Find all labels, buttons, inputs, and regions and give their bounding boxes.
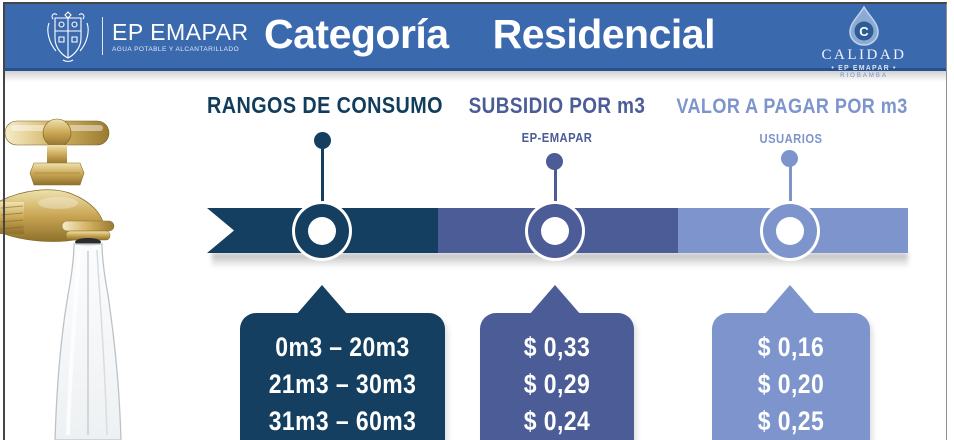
logo-divider	[102, 17, 103, 55]
title-word-1: Categoría	[264, 11, 449, 57]
calidad-label: CALIDAD	[821, 47, 907, 63]
connector-line-rangos	[321, 141, 324, 205]
connector-dot-valor	[781, 150, 798, 167]
value-box-rangos: 0m3 – 20m3 21m3 – 30m3 31m3 – 60m3	[240, 285, 445, 440]
column-subheader-ep-emapar: EP-EMAPAR	[521, 131, 593, 145]
brand-tagline: AGUA POTABLE Y ALCANTARILLADO	[112, 45, 240, 53]
connector-line-valor	[789, 159, 792, 205]
value-box-subsidio: $ 0,33 $ 0,29 $ 0,24	[480, 285, 634, 440]
price-row: $ 0,25	[757, 406, 825, 436]
header-bar: EP EMAPAR AGUA POTABLE Y ALCANTARILLADO …	[5, 4, 946, 79]
ribbon-marker-rangos	[295, 204, 349, 258]
ribbon-marker-valor	[763, 204, 817, 258]
calidad-subname: • EP EMAPAR •	[831, 65, 897, 72]
connector-line-subsidio	[554, 162, 557, 205]
range-row: 0m3 – 20m3	[275, 332, 410, 362]
connector-dot-rangos	[314, 132, 331, 149]
title-word-2: Residencial	[492, 11, 716, 57]
brand-name: EP EMAPAR	[112, 18, 249, 45]
ribbon-shadow	[212, 253, 908, 268]
price-row: $ 0,20	[757, 369, 825, 399]
header-shadow	[5, 71, 946, 82]
faucet-bottle-photo	[0, 118, 122, 440]
column-header-valor: VALOR A PAGAR POR m3	[676, 95, 908, 118]
range-row: 31m3 – 60m3	[268, 406, 417, 436]
column-header-subsidio: SUBSIDIO POR m3	[468, 93, 646, 118]
page-title: Categoría Residencial	[19, 11, 954, 58]
water-drop-icon: C	[849, 6, 879, 46]
subsidy-row: $ 0,33	[523, 332, 591, 362]
column-header-rangos: RANGOS DE CONSUMO	[207, 92, 443, 118]
municipal-crest-icon	[47, 11, 89, 63]
connector-dot-subsidio	[546, 153, 563, 170]
calidad-city: RIOBAMBA	[840, 73, 888, 79]
brand-text-block: EP EMAPAR AGUA POTABLE Y ALCANTARILLADO	[112, 20, 249, 53]
drop-letter: C	[859, 24, 869, 39]
subsidy-row: $ 0,29	[523, 369, 591, 399]
column-subheader-usuarios: USUARIOS	[759, 132, 823, 146]
ep-emapar-logo: EP EMAPAR AGUA POTABLE Y ALCANTARILLADO	[43, 9, 249, 63]
value-box-valor: $ 0,16 $ 0,20 $ 0,25	[712, 285, 870, 440]
subsidy-row: $ 0,24	[523, 406, 591, 436]
range-row: 21m3 – 30m3	[268, 369, 417, 399]
ribbon-marker-subsidio	[528, 204, 582, 258]
calidad-logo: C CALIDAD • EP EMAPAR • RIOBAMBA	[808, 6, 920, 79]
price-row: $ 0,16	[757, 332, 825, 362]
